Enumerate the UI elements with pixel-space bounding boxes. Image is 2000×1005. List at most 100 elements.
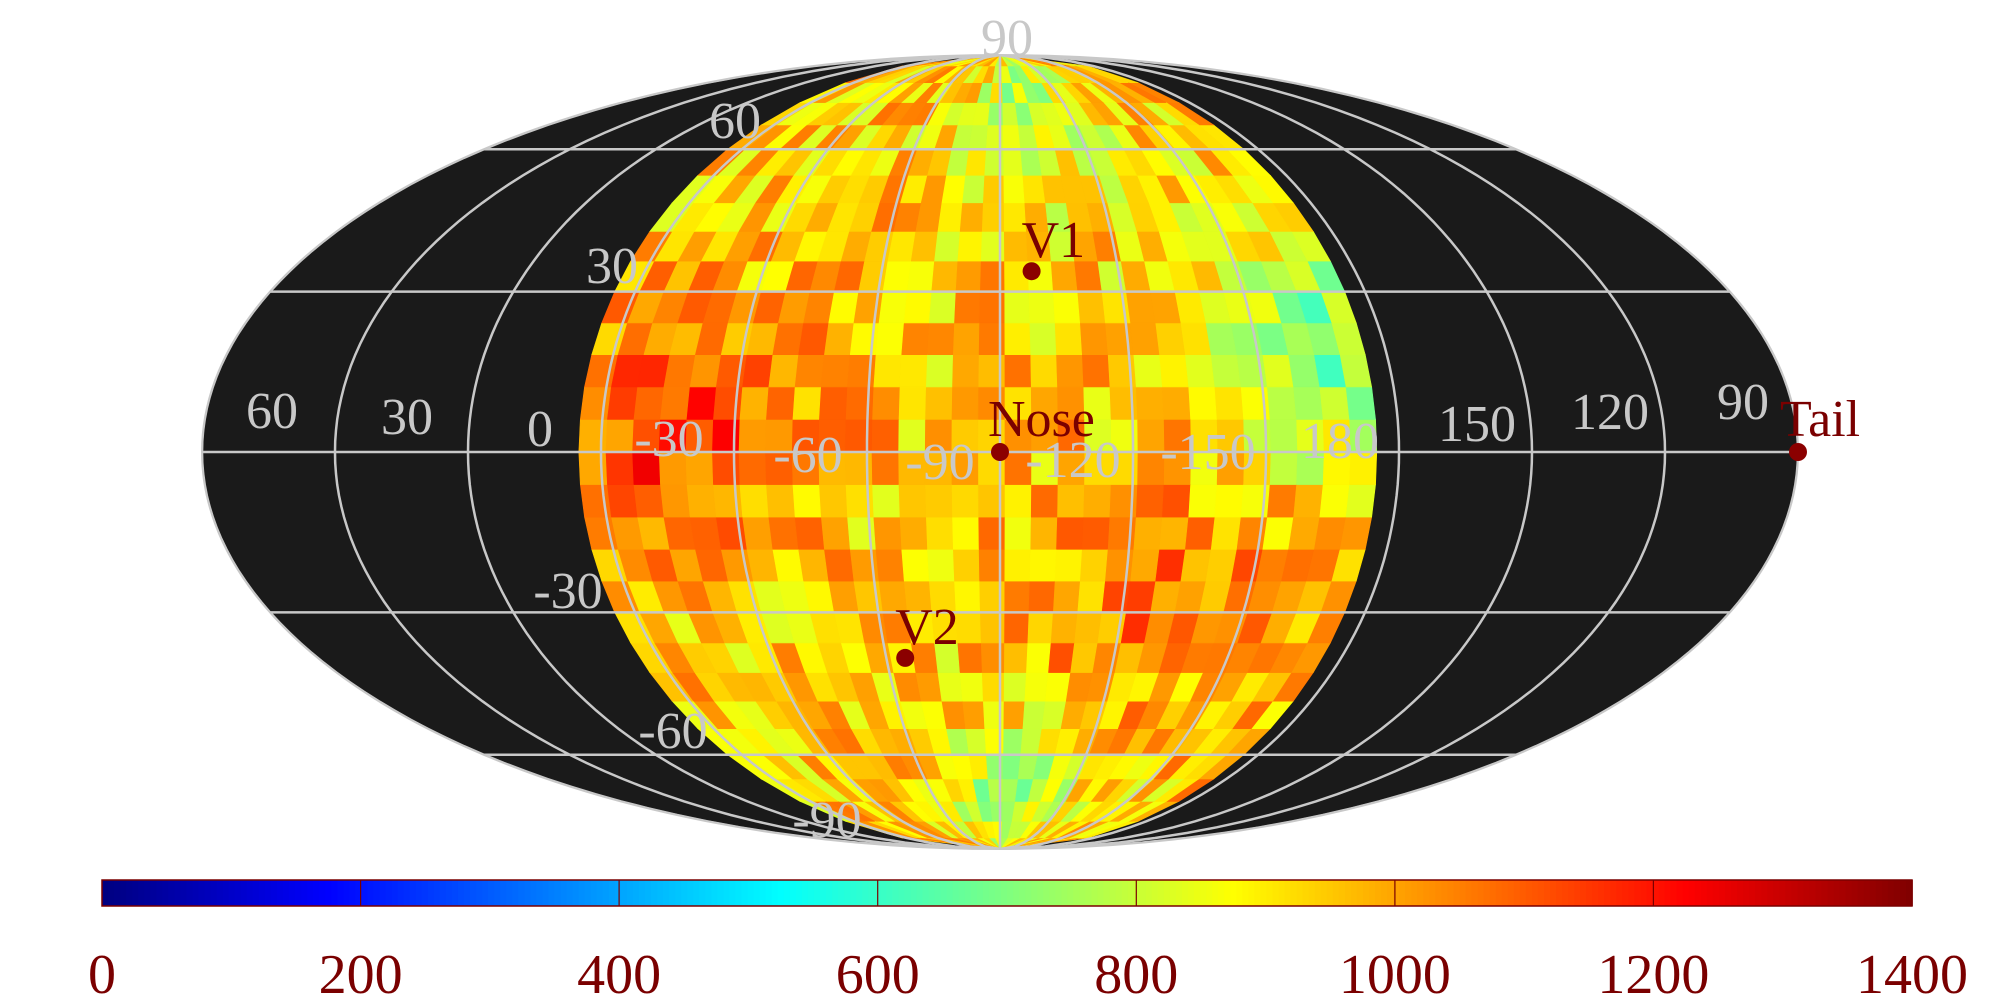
colorbar-segment: [1893, 880, 1901, 906]
colorbar-segment: [1350, 880, 1358, 906]
colorbar-segment: [1272, 880, 1280, 906]
colorbar-segment: [1700, 880, 1708, 906]
colorbar-segment: [596, 880, 604, 906]
colorbar-tick-label: 600: [836, 944, 920, 1000]
colorbar-segment: [940, 880, 948, 906]
marker-v1-label: V1: [1022, 212, 1086, 269]
data-cell: [765, 484, 795, 518]
data-cell: [1002, 124, 1021, 150]
colorbar-segment: [1212, 880, 1219, 906]
colorbar-segment: [687, 880, 695, 906]
data-cell: [1184, 354, 1215, 388]
data-cell: [872, 516, 902, 550]
colorbar-segment: [1423, 880, 1431, 906]
data-cell: [1269, 419, 1298, 453]
colorbar-segment: [1537, 880, 1545, 906]
colorbar-segment: [228, 880, 236, 906]
colorbar-segment: [1375, 880, 1382, 906]
data-cell: [925, 516, 954, 550]
colorbar-segment: [1429, 880, 1437, 906]
colorbar-segment: [264, 880, 272, 906]
colorbar-segment: [506, 880, 514, 906]
data-cell: [871, 419, 899, 453]
markers: V1 Nose V2 Tail: [895, 212, 1860, 667]
data-cell: [1266, 386, 1297, 420]
data-cell: [741, 354, 773, 388]
colorbar-segment: [1441, 880, 1449, 906]
data-cell: [952, 322, 980, 356]
data-cell: [900, 548, 930, 582]
colorbar-segment: [735, 880, 743, 906]
colorbar-segment: [361, 880, 369, 906]
colorbar-segment: [826, 880, 833, 906]
data-cell: [1056, 484, 1085, 518]
colorbar-segment: [789, 880, 797, 906]
data-cell: [1210, 516, 1241, 550]
data-cell: [1002, 728, 1023, 756]
data-cell: [899, 516, 928, 550]
longitude-label: 120: [1571, 384, 1649, 441]
data-cell: [961, 175, 985, 204]
data-cell: [767, 516, 799, 550]
data-cell: [741, 516, 773, 550]
colorbar-segment: [1513, 880, 1521, 906]
data-cell: [878, 291, 908, 324]
colorbar-segment: [663, 880, 670, 906]
data-cell: [1125, 291, 1156, 324]
data-cell: [1210, 354, 1241, 388]
colorbar-segment: [1157, 880, 1165, 906]
colorbar-segment: [1314, 880, 1322, 906]
data-cell: [951, 354, 979, 388]
colorbar-segment: [1646, 880, 1654, 906]
data-cell: [1187, 484, 1217, 518]
colorbar-segment: [240, 880, 248, 906]
colorbar-segment: [1362, 880, 1370, 906]
colorbar-segment: [403, 880, 411, 906]
data-cell: [1003, 642, 1028, 673]
colorbar-segment: [1803, 880, 1811, 906]
colorbar-segment: [367, 880, 375, 906]
data-cell: [951, 386, 979, 420]
colorbar-segment: [741, 880, 749, 906]
colorbar-segment: [276, 880, 284, 906]
colorbar-segment: [174, 880, 182, 906]
data-cell: [1129, 322, 1160, 356]
colorbar-segment: [1664, 880, 1672, 906]
data-cell: [871, 386, 900, 420]
colorbar-segment: [958, 880, 966, 906]
colorbar-segment: [114, 880, 121, 906]
colorbar-segment: [880, 880, 888, 906]
data-cell: [1125, 580, 1156, 613]
colorbar-segment: [1592, 880, 1600, 906]
colorbar-segment: [1839, 880, 1847, 906]
data-cell: [1019, 149, 1042, 176]
colorbar-segment: [777, 880, 785, 906]
data-cell: [1002, 175, 1025, 204]
colorbar-segment: [476, 880, 483, 906]
colorbar-segment: [542, 880, 550, 906]
data-cell: [1287, 516, 1320, 550]
colorbar-segment: [1779, 880, 1787, 906]
colorbar-segment: [862, 880, 870, 906]
colorbar: 0 200 400 600 800 1000 1200 1400: [88, 879, 1968, 1005]
colorbar-segment: [1073, 880, 1081, 906]
data-cell: [1003, 291, 1030, 324]
data-cell: [951, 516, 979, 550]
data-cell: [906, 260, 935, 292]
colorbar-segment: [156, 880, 164, 906]
colorbar-segment: [530, 880, 538, 906]
colorbar-segment: [1755, 880, 1762, 906]
data-cell: [1073, 612, 1102, 644]
colorbar-segment: [1206, 880, 1213, 906]
colorbar-segment: [705, 880, 713, 906]
colorbar-segment: [120, 880, 127, 906]
colorbar-segment: [620, 880, 628, 906]
colorbar-segment: [1296, 880, 1304, 906]
colorbar-segment: [1169, 880, 1177, 906]
colorbar-segment: [1405, 880, 1413, 906]
colorbar-segment: [1266, 880, 1274, 906]
colorbar-segment: [180, 880, 188, 906]
colorbar-segment: [1827, 880, 1835, 906]
colorbar-segment: [645, 880, 652, 906]
